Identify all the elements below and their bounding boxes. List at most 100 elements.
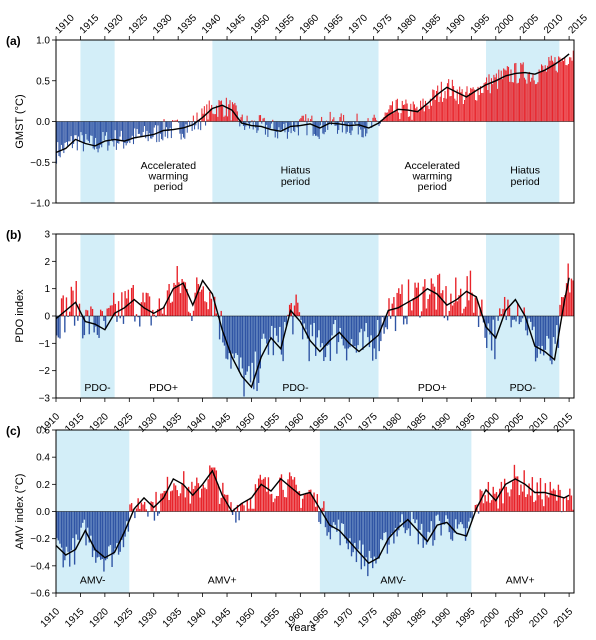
data-bar: [398, 112, 400, 122]
data-bar: [539, 477, 542, 512]
data-bar: [570, 495, 573, 512]
data-bar: [204, 301, 206, 316]
data-bar: [142, 504, 144, 512]
data-bar: [195, 121, 197, 126]
period-annotation: PDO-: [510, 382, 537, 394]
y-tick-label: −0.4: [30, 561, 50, 572]
data-bar: [119, 316, 121, 319]
data-bar: [151, 121, 153, 139]
data-bar: [401, 511, 403, 515]
data-bar: [563, 60, 565, 122]
y-tick-label: 1: [44, 284, 50, 295]
data-bar: [109, 121, 111, 139]
data-bar: [313, 316, 315, 324]
data-bar: [319, 316, 322, 348]
data-bar: [448, 79, 450, 122]
bar-series: [56, 50, 574, 164]
data-bar: [301, 498, 304, 512]
data-bar: [546, 495, 548, 512]
data-bar: [308, 489, 310, 512]
data-bar: [425, 308, 428, 316]
data-bar: [248, 508, 250, 512]
data-bar: [401, 100, 403, 122]
data-bar: [104, 511, 107, 561]
data-bar: [325, 120, 328, 122]
data-bar: [77, 511, 79, 540]
data-bar: [421, 106, 423, 122]
data-bar: [231, 511, 234, 515]
data-bar: [117, 121, 119, 144]
data-bar: [60, 298, 63, 316]
data-bar: [260, 115, 262, 122]
data-bar: [73, 316, 76, 326]
data-bar: [456, 511, 459, 529]
data-bar: [99, 511, 102, 560]
data-bar: [186, 289, 188, 316]
data-bar: [183, 471, 185, 512]
data-bar: [95, 121, 97, 138]
data-bar: [383, 316, 385, 334]
data-bar: [363, 511, 366, 567]
x-tick-label: 1945: [210, 411, 234, 435]
smoothed-curve: [55, 53, 570, 154]
data-bar: [306, 492, 309, 512]
data-bar: [194, 121, 196, 130]
data-bar: [521, 491, 524, 512]
data-bar: [412, 298, 415, 316]
data-bar: [274, 498, 276, 512]
data-bar: [567, 63, 569, 122]
data-bar: [391, 101, 394, 122]
data-bar: [564, 57, 566, 122]
data-bar: [131, 121, 133, 136]
data-bar: [192, 115, 194, 122]
data-bar: [407, 116, 409, 122]
data-bar: [442, 290, 444, 316]
data-bar: [174, 120, 176, 122]
data-bar: [345, 121, 347, 134]
data-bar: [285, 316, 288, 326]
data-bar: [432, 511, 434, 546]
data-bar: [505, 316, 507, 321]
data-bar: [493, 74, 495, 122]
data-bar: [85, 309, 87, 316]
data-bar: [504, 69, 506, 122]
data-bar: [362, 511, 364, 545]
data-bar: [510, 489, 512, 512]
data-bar: [289, 121, 291, 126]
x-tick-label: 1915: [63, 606, 87, 630]
data-bar: [539, 72, 541, 122]
data-bar: [103, 511, 105, 572]
data-bar: [183, 281, 185, 316]
data-bar: [466, 276, 468, 316]
data-bar: [273, 121, 275, 131]
data-bar: [74, 121, 76, 136]
x-tick-label: 1940: [185, 411, 209, 435]
data-bar: [328, 316, 330, 345]
data-bar: [361, 121, 363, 138]
data-bar: [437, 85, 439, 122]
x-tick-label: 1955: [273, 12, 297, 36]
data-bar: [103, 121, 105, 141]
data-bar: [355, 121, 357, 126]
data-bar: [299, 119, 301, 122]
data-bar: [205, 302, 208, 316]
data-bar: [470, 87, 472, 122]
data-bar: [570, 278, 573, 316]
x-tick-label: 1990: [444, 12, 468, 36]
x-tick-label: 1930: [136, 411, 160, 435]
data-bar: [448, 310, 450, 316]
data-bar: [62, 511, 64, 568]
data-bar: [288, 304, 291, 316]
data-bar: [271, 316, 273, 326]
data-bar: [101, 121, 103, 148]
data-bar: [67, 316, 69, 317]
data-bar: [137, 316, 139, 318]
data-bar: [169, 121, 171, 128]
data-bar: [113, 121, 115, 147]
data-bar: [526, 83, 528, 122]
data-bar: [148, 121, 150, 134]
data-bar: [486, 501, 488, 512]
data-bar: [464, 306, 467, 316]
data-bar: [534, 500, 537, 512]
data-bar: [244, 121, 246, 130]
